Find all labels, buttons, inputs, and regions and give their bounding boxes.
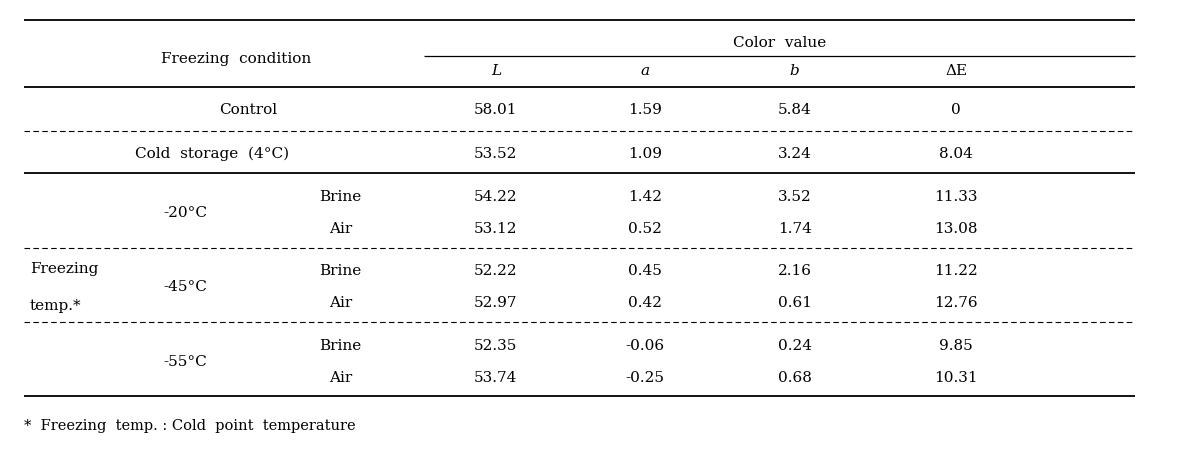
Text: 1.59: 1.59 [629, 103, 662, 117]
Text: 5.84: 5.84 [778, 103, 811, 117]
Text: 2.16: 2.16 [778, 264, 811, 278]
Text: -55°C: -55°C [164, 354, 207, 368]
Text: 52.22: 52.22 [474, 264, 517, 278]
Text: 0.42: 0.42 [629, 296, 662, 309]
Text: 9.85: 9.85 [939, 338, 973, 352]
Text: Control: Control [219, 103, 277, 117]
Text: a: a [641, 64, 650, 77]
Text: 53.52: 53.52 [474, 147, 517, 160]
Text: Cold  storage  (4°C): Cold storage (4°C) [135, 146, 289, 161]
Text: 3.52: 3.52 [778, 190, 811, 203]
Text: 11.33: 11.33 [934, 190, 978, 203]
Text: ΔE: ΔE [945, 64, 967, 77]
Text: -20°C: -20°C [164, 206, 207, 219]
Text: 1.09: 1.09 [629, 147, 662, 160]
Text: 1.42: 1.42 [629, 190, 662, 203]
Text: 0.24: 0.24 [778, 338, 811, 352]
Text: Brine: Brine [319, 338, 362, 352]
Text: 53.12: 53.12 [474, 222, 517, 235]
Text: 12.76: 12.76 [934, 296, 978, 309]
Text: L: L [491, 64, 501, 77]
Text: Air: Air [329, 296, 353, 309]
Text: 11.22: 11.22 [934, 264, 978, 278]
Text: Air: Air [329, 222, 353, 235]
Text: 13.08: 13.08 [934, 222, 978, 235]
Text: Brine: Brine [319, 264, 362, 278]
Text: temp.*: temp.* [30, 298, 81, 312]
Text: 54.22: 54.22 [474, 190, 517, 203]
Text: 0: 0 [951, 103, 961, 117]
Text: 0.45: 0.45 [629, 264, 662, 278]
Text: Brine: Brine [319, 190, 362, 203]
Text: Color  value: Color value [733, 36, 827, 50]
Text: -45°C: -45°C [164, 280, 207, 293]
Text: 1.74: 1.74 [778, 222, 811, 235]
Text: 0.52: 0.52 [629, 222, 662, 235]
Text: *  Freezing  temp. : Cold  point  temperature: * Freezing temp. : Cold point temperatur… [24, 419, 356, 432]
Text: 0.68: 0.68 [778, 370, 811, 384]
Text: 8.04: 8.04 [939, 147, 973, 160]
Text: 3.24: 3.24 [778, 147, 811, 160]
Text: 58.01: 58.01 [474, 103, 517, 117]
Text: Freezing  condition: Freezing condition [161, 52, 311, 66]
Text: 0.61: 0.61 [778, 296, 811, 309]
Text: Freezing: Freezing [30, 262, 98, 275]
Text: 53.74: 53.74 [474, 370, 517, 384]
Text: 10.31: 10.31 [934, 370, 978, 384]
Text: -0.06: -0.06 [626, 338, 664, 352]
Text: b: b [790, 64, 799, 77]
Text: 52.97: 52.97 [474, 296, 517, 309]
Text: 52.35: 52.35 [474, 338, 517, 352]
Text: -0.25: -0.25 [626, 370, 664, 384]
Text: Air: Air [329, 370, 353, 384]
